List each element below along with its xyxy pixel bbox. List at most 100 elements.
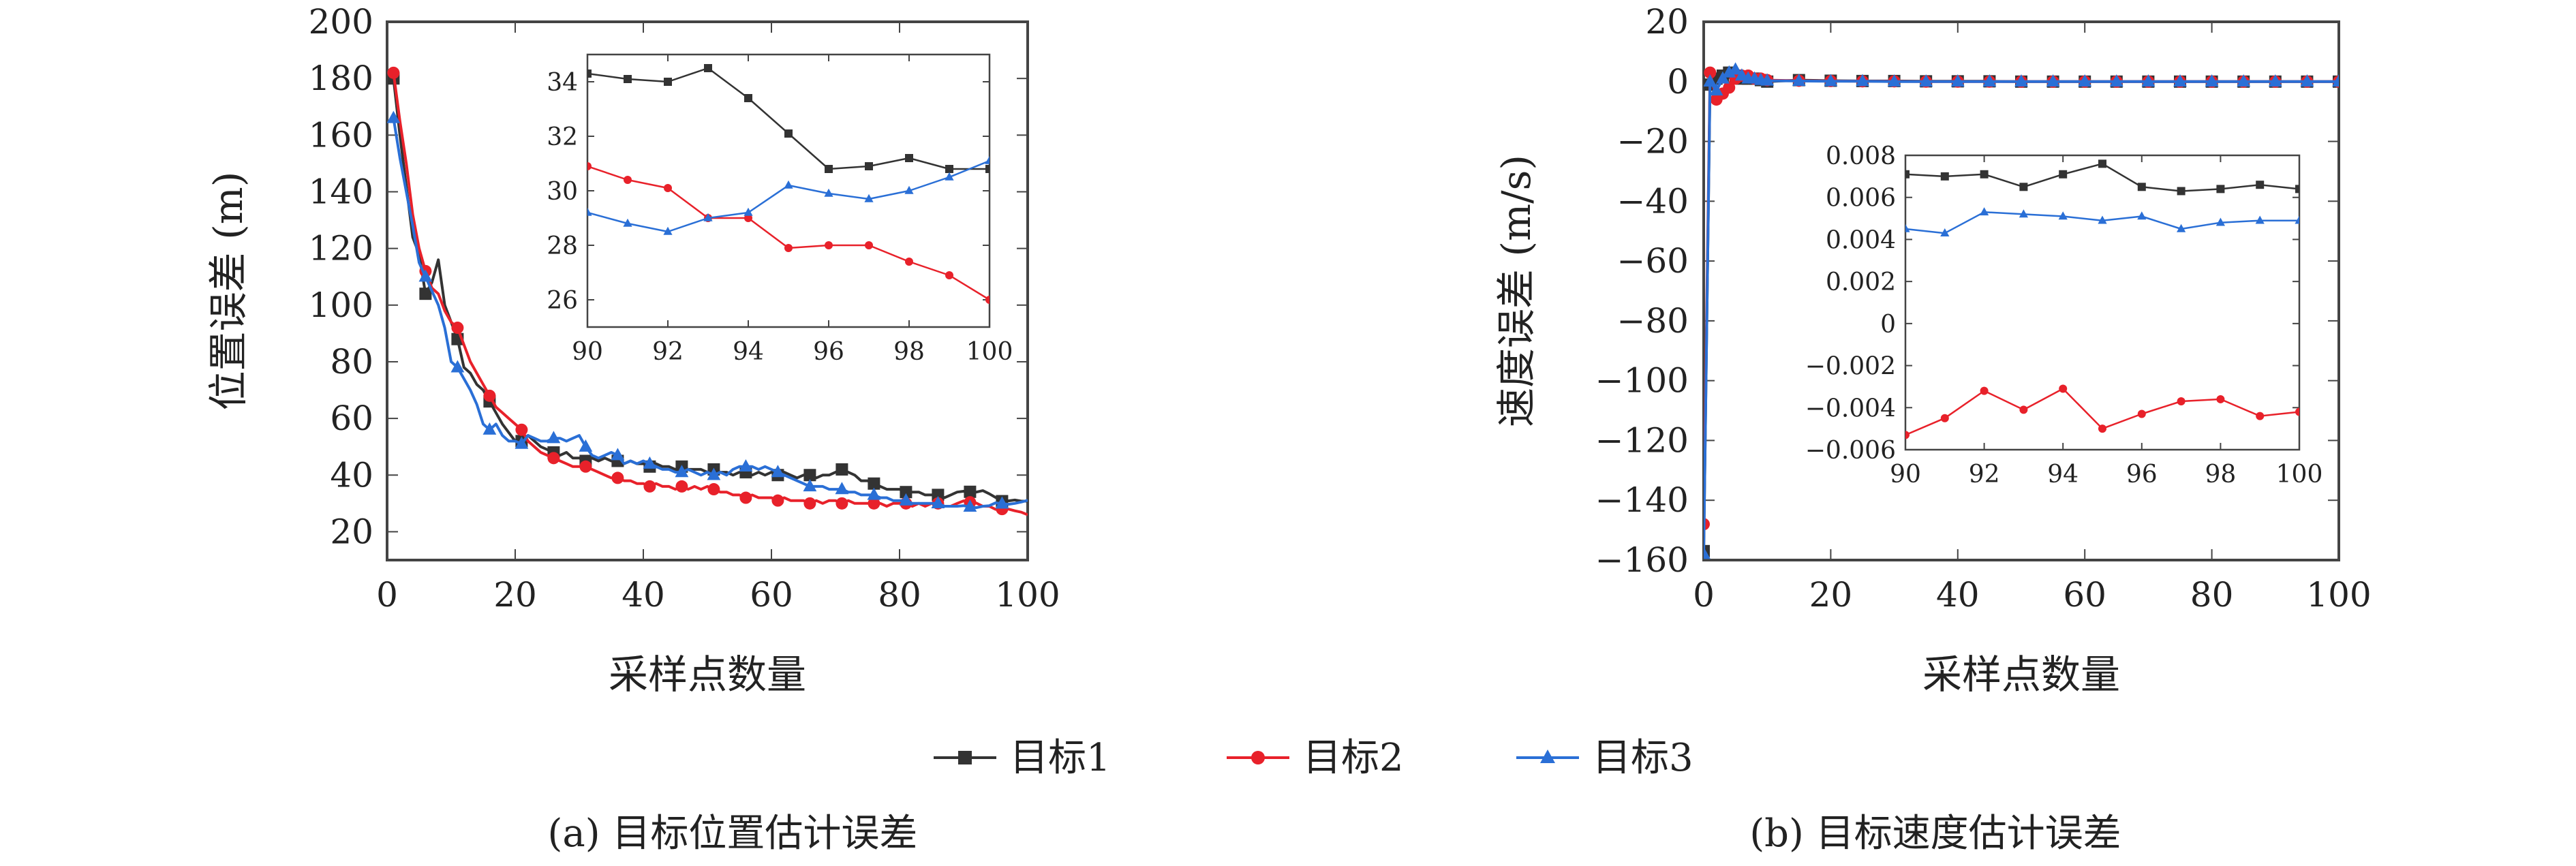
- legend-marker-3: [1540, 749, 1555, 763]
- a-series-3-point: [643, 456, 657, 469]
- b-inset-x-tick-label: 94: [2047, 461, 2079, 489]
- b-series-3-point: [1704, 546, 1711, 559]
- b-inset-series-2-point: [2256, 412, 2265, 420]
- a-inset-series-1-point: [825, 165, 833, 173]
- a-series-2-point: [835, 497, 848, 510]
- legend-marker-1: [958, 751, 972, 764]
- b-inset-series-2-point: [2098, 424, 2106, 433]
- b-inset-series-2-point: [2059, 384, 2068, 393]
- a-series-3-point: [867, 487, 881, 500]
- b-inset-y-tick-label: −0.006: [1805, 437, 1896, 465]
- a-series-1-point: [900, 486, 913, 499]
- a-y-tick-label: 180: [309, 59, 373, 98]
- a-inset-y-tick-label: 34: [547, 69, 578, 97]
- a-series-3-point: [739, 459, 753, 471]
- a-inset-series-2-point: [825, 241, 833, 249]
- b-series-3-point: [1856, 74, 1869, 87]
- b-series-3-point: [1709, 83, 1723, 96]
- a-series-group: [387, 66, 1028, 516]
- a-inset-x-tick-label: 98: [893, 338, 925, 366]
- a-series-2-point: [611, 471, 624, 484]
- b-y-tick-label: −60: [1616, 241, 1689, 281]
- a-y-tick-label: 20: [330, 512, 373, 551]
- a-inset-series-3-point: [784, 180, 793, 189]
- a-x-tick-label: 20: [493, 575, 537, 615]
- a-series-2-point: [451, 322, 464, 335]
- b-series-3-point: [2332, 74, 2339, 87]
- b-series-3-point: [1760, 73, 1775, 86]
- b-inset-series-1-point: [2137, 183, 2146, 191]
- b-series-3-point: [1919, 74, 1933, 87]
- b-series-3-point: [2173, 74, 2187, 87]
- b-series-3-point: [2046, 74, 2060, 87]
- a-inset-series-1-point: [744, 94, 752, 102]
- a-series-3-point: [803, 479, 817, 492]
- b-inset-x-tick-label: 100: [2276, 461, 2323, 489]
- b-x-tick-label: 20: [1809, 575, 1853, 615]
- a-inset-series-3-point: [587, 207, 592, 216]
- b-inset-series-1-point: [2256, 181, 2265, 189]
- a-series-2-point: [547, 452, 560, 465]
- b-inset-series-2-point: [2137, 409, 2146, 418]
- b-inset-series-1-point: [1905, 170, 1910, 179]
- a-series-2-point: [707, 483, 720, 496]
- a-inset-x-tick-label: 92: [652, 338, 684, 366]
- a-y-tick-label: 120: [309, 229, 373, 268]
- b-inset-series-1-point: [2177, 187, 2186, 196]
- b-x-tick-label: 100: [2306, 575, 2371, 615]
- b-inset-series-3-point: [2019, 209, 2028, 218]
- b-y-tick-label: −20: [1616, 122, 1689, 161]
- a-inset-y-tick-label: 30: [547, 178, 578, 206]
- b-inset-y-tick-label: 0.004: [1826, 226, 1896, 254]
- b-x-tick-label: 40: [1936, 575, 1980, 615]
- b-inset-y-tick-label: 0.002: [1826, 268, 1896, 296]
- a-x-tick-label: 100: [995, 575, 1060, 615]
- b-inset-y-tick-label: 0: [1880, 311, 1896, 339]
- a-inset-series-1-point: [865, 162, 873, 170]
- b-inset-series-1-point: [2059, 170, 2068, 179]
- a-x-tick-label: 60: [750, 575, 793, 615]
- b-inset-series-2-point: [2177, 397, 2186, 406]
- b-series-3-point: [2205, 74, 2219, 87]
- b-inset-series-3-point: [2215, 217, 2225, 226]
- b-inset-series-3-point: [1980, 207, 1989, 216]
- a-inset-series-3-point: [864, 194, 874, 202]
- a-inset-series-2-point: [664, 184, 672, 192]
- caption-a: (a) 目标位置估计误差: [548, 811, 918, 856]
- a-inset-series-3-point: [824, 188, 833, 197]
- a-series-1-point: [964, 485, 977, 498]
- a-x-tick-label: 40: [622, 575, 665, 615]
- b-series-3-point: [2014, 74, 2028, 87]
- a-inset-plot-frame: [586, 53, 991, 328]
- a-inset-series-group: [587, 64, 990, 304]
- a-series-3-point: [675, 465, 689, 478]
- a-series-3-point: [611, 448, 625, 461]
- b-x-tick-label: 80: [2190, 575, 2234, 615]
- b-inset-series-3-point: [1940, 228, 1950, 236]
- b-inset-series-2-point: [1980, 386, 1989, 395]
- b-inset-series-1-point: [1980, 170, 1989, 179]
- b-series-3-point: [1887, 74, 1901, 87]
- b-y-tick-label: −160: [1595, 540, 1689, 580]
- b-inset-series-3-point: [2295, 215, 2299, 224]
- a-series-1-point: [868, 477, 880, 490]
- b-y-tick-label: −100: [1595, 361, 1689, 401]
- a-inset-series-1-point: [664, 78, 672, 86]
- a-inset-series-3-point: [985, 155, 990, 164]
- a-inset-series-2-point: [865, 241, 873, 249]
- a-inset-series-3-point: [663, 226, 673, 235]
- a-y-tick-label: 40: [330, 455, 373, 495]
- b-inset-x-tick-label: 92: [1969, 461, 2000, 489]
- a-inset-y-tick-label: 32: [547, 123, 578, 151]
- b-inset-series-1-point: [2019, 183, 2028, 191]
- b-y-tick-label: 20: [1645, 2, 1689, 42]
- b-inset-series-3-point: [2177, 223, 2186, 232]
- a-inset-series-1-point: [587, 69, 592, 78]
- b-inset-series-3-point: [2058, 211, 2068, 220]
- b-inset-y-tick-label: −0.002: [1805, 353, 1896, 381]
- b-inset-plot-frame: [1904, 154, 2301, 451]
- a-inset-series-2-point: [945, 271, 953, 279]
- a-x-axis-label: 采样点数量: [609, 651, 806, 698]
- a-inset-series-2-point: [587, 162, 592, 170]
- b-y-tick-label: −120: [1595, 420, 1689, 460]
